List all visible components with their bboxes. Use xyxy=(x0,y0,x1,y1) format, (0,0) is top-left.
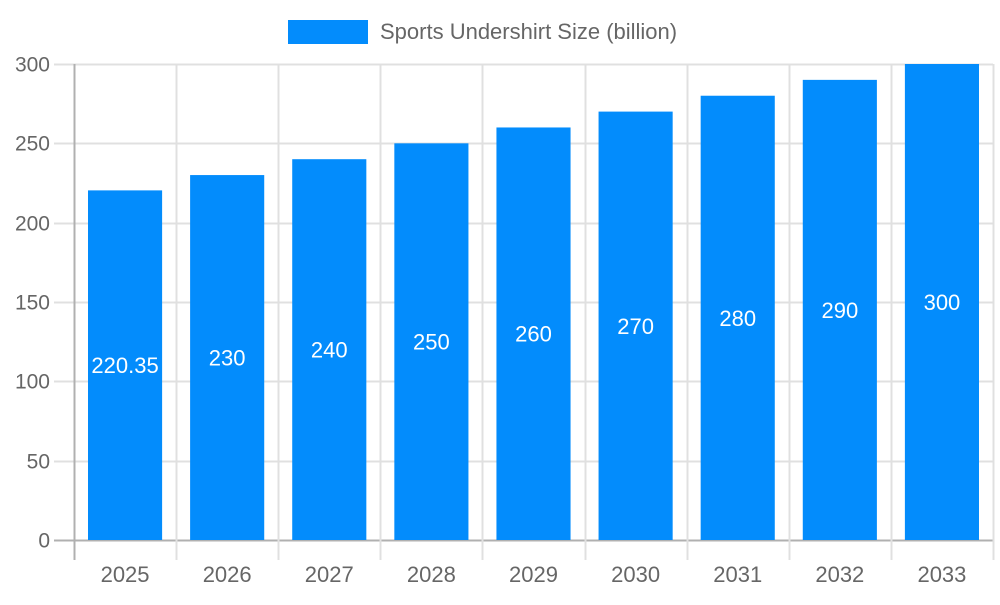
data-label: 280 xyxy=(719,306,756,331)
y-tick-label: 200 xyxy=(15,213,50,236)
axes: 0 50 100 150 200 250 300 2025 2026 2027 2028 2029 20… xyxy=(15,54,966,588)
data-labels: 220.35 230 240 250 260 270 280 290 300 xyxy=(91,290,960,378)
legend[interactable]: Sports Undershirt Size (billion) xyxy=(288,19,677,44)
y-tick-label: 300 xyxy=(15,54,50,77)
data-label: 240 xyxy=(311,338,348,363)
y-tick-label: 100 xyxy=(15,371,50,394)
y-tick-label: 150 xyxy=(15,292,50,315)
y-tick-label: 250 xyxy=(15,133,50,156)
x-tick-label: 2033 xyxy=(917,562,966,587)
x-tick-label: 2027 xyxy=(305,562,354,587)
y-tick-label: 0 xyxy=(38,530,50,553)
x-tick-label: 2031 xyxy=(713,562,762,587)
legend-label: Sports Undershirt Size (billion) xyxy=(380,19,677,44)
bar xyxy=(394,143,469,541)
data-label: 290 xyxy=(821,298,858,323)
data-label: 220.35 xyxy=(91,353,158,378)
data-label: 300 xyxy=(924,290,961,315)
data-label: 230 xyxy=(209,346,246,371)
bars xyxy=(88,64,979,541)
data-label: 250 xyxy=(413,330,450,355)
bar xyxy=(496,127,571,540)
bar xyxy=(292,159,367,540)
x-tick-label: 2028 xyxy=(407,562,456,587)
legend-swatch xyxy=(288,20,368,44)
x-tick-label: 2026 xyxy=(203,562,252,587)
x-tick-label: 2025 xyxy=(101,562,150,587)
x-tick-label: 2032 xyxy=(815,562,864,587)
data-label: 270 xyxy=(617,314,654,339)
x-tick-label: 2030 xyxy=(611,562,660,587)
bar xyxy=(904,64,979,540)
bar xyxy=(700,95,775,540)
bar xyxy=(802,79,877,540)
bar xyxy=(190,175,265,541)
bar xyxy=(88,190,163,541)
data-label: 260 xyxy=(515,322,552,347)
y-tick-label: 50 xyxy=(27,451,50,474)
bar xyxy=(598,111,673,540)
x-tick-label: 2029 xyxy=(509,562,558,587)
